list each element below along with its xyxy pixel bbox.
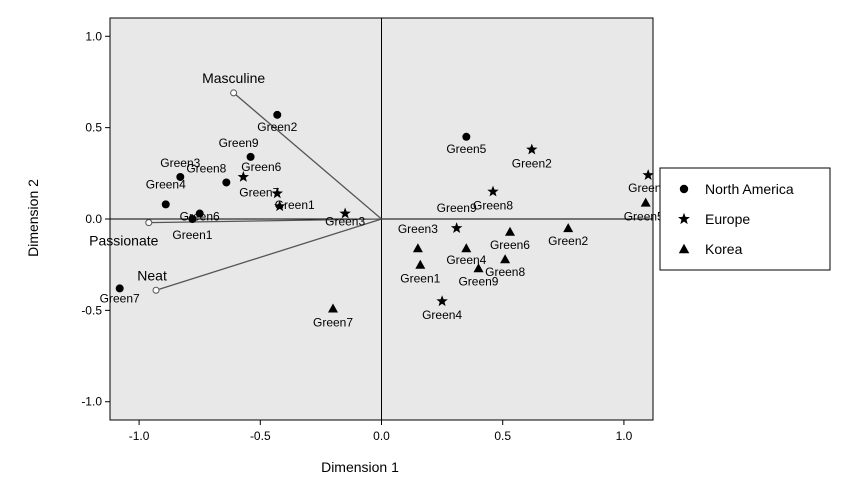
europe-point (339, 207, 351, 219)
north-america-point (188, 215, 197, 223)
vector-line (233, 92, 382, 220)
europe-point (487, 185, 499, 197)
point-label: Green3 (398, 222, 438, 236)
legend-marker-korea (678, 243, 690, 254)
vector-label: Neat (137, 267, 167, 283)
point-label: Green6 (180, 210, 220, 224)
vector-line (155, 218, 382, 291)
north-america-point (273, 110, 282, 119)
point-label: Green9 (437, 201, 477, 215)
north-america-point (176, 172, 185, 181)
point-label: Green5 (624, 210, 664, 224)
point-label: Green7 (239, 185, 279, 199)
europe-point (271, 187, 283, 199)
point-label: Green6 (490, 238, 530, 252)
data-points: Green2Green9Green8Green3Green4Green6Gree… (100, 110, 668, 330)
legend-label-north-america: North America (705, 181, 794, 197)
korea-point (412, 243, 423, 253)
y-tick-label: 1.0 (85, 29, 102, 43)
point-label: Green8 (485, 265, 525, 279)
y-tick-label: -0.5 (81, 303, 102, 317)
point-label: Green1 (172, 228, 212, 242)
point-label: Green3 (325, 215, 365, 229)
korea-point (505, 226, 515, 236)
point-label: Green8 (186, 161, 226, 175)
north-america-point (161, 200, 170, 209)
point-label: Green3 (160, 156, 200, 170)
north-america-point (115, 284, 124, 293)
europe-point (526, 143, 538, 155)
x-tick-label: -0.5 (250, 429, 271, 443)
x-tick-label: 0.0 (373, 429, 390, 443)
vector-endpoint (230, 89, 238, 97)
legend: North America Europe Korea (659, 167, 831, 271)
y-tick-label: -1.0 (81, 395, 102, 409)
point-label: Green7 (100, 291, 140, 305)
point-label: Green5 (446, 142, 486, 156)
point-label: Green4 (422, 308, 462, 322)
vector-label: Masculine (202, 70, 265, 86)
korea-point (640, 197, 651, 207)
point-label: Green7 (313, 316, 353, 330)
korea-point (328, 303, 338, 313)
x-tick-label: 1.0 (616, 429, 633, 443)
north-america-point (222, 178, 231, 187)
europe-point (450, 222, 463, 233)
y-tick-label: 0.0 (85, 212, 102, 226)
legend-label-korea: Korea (705, 241, 743, 257)
point-label: Green1 (275, 198, 315, 212)
point-label: Green2 (512, 157, 552, 171)
vector-line (148, 218, 382, 224)
axis-ticks: -1.0 -0.5 0.0 0.5 1.0 -1.0 -0.5 0.0 0.5 1.0 (81, 29, 632, 443)
vector-label: Passionate (89, 233, 158, 249)
point-label: Green9 (219, 136, 259, 150)
attribute-vectors: Masculine Passionate Neat (89, 70, 382, 294)
korea-point (473, 263, 484, 273)
point-label: Green2 (548, 234, 588, 248)
point-label: Green1 (400, 272, 440, 286)
korea-point (461, 243, 472, 253)
point-label: Green5 (628, 181, 668, 195)
point-label: Green6 (241, 160, 281, 174)
point-label: Green8 (473, 199, 513, 213)
north-america-point (195, 209, 204, 218)
korea-point (500, 254, 511, 264)
north-america-point (246, 152, 255, 161)
point-label: Green4 (446, 253, 486, 267)
x-tick-label: -1.0 (129, 429, 150, 443)
x-tick-label: 0.5 (494, 429, 511, 443)
point-label: Green9 (458, 274, 498, 288)
legend-marker-europe (678, 212, 690, 225)
y-axis-title: Dimension 2 (25, 179, 41, 257)
europe-point (237, 171, 249, 182)
x-axis-title: Dimension 1 (321, 459, 399, 475)
europe-point (274, 200, 286, 212)
legend-label-europe: Europe (705, 211, 750, 227)
europe-point (436, 295, 448, 307)
y-tick-label: 0.5 (85, 121, 102, 135)
korea-point (563, 223, 574, 233)
europe-point (642, 169, 654, 180)
vector-endpoint (145, 219, 153, 227)
point-label: Green2 (257, 120, 297, 134)
point-label: Green4 (146, 177, 186, 191)
north-america-point (462, 132, 471, 141)
legend-marker-north-america (679, 184, 689, 194)
vector-endpoint (152, 286, 160, 294)
korea-point (415, 259, 426, 269)
